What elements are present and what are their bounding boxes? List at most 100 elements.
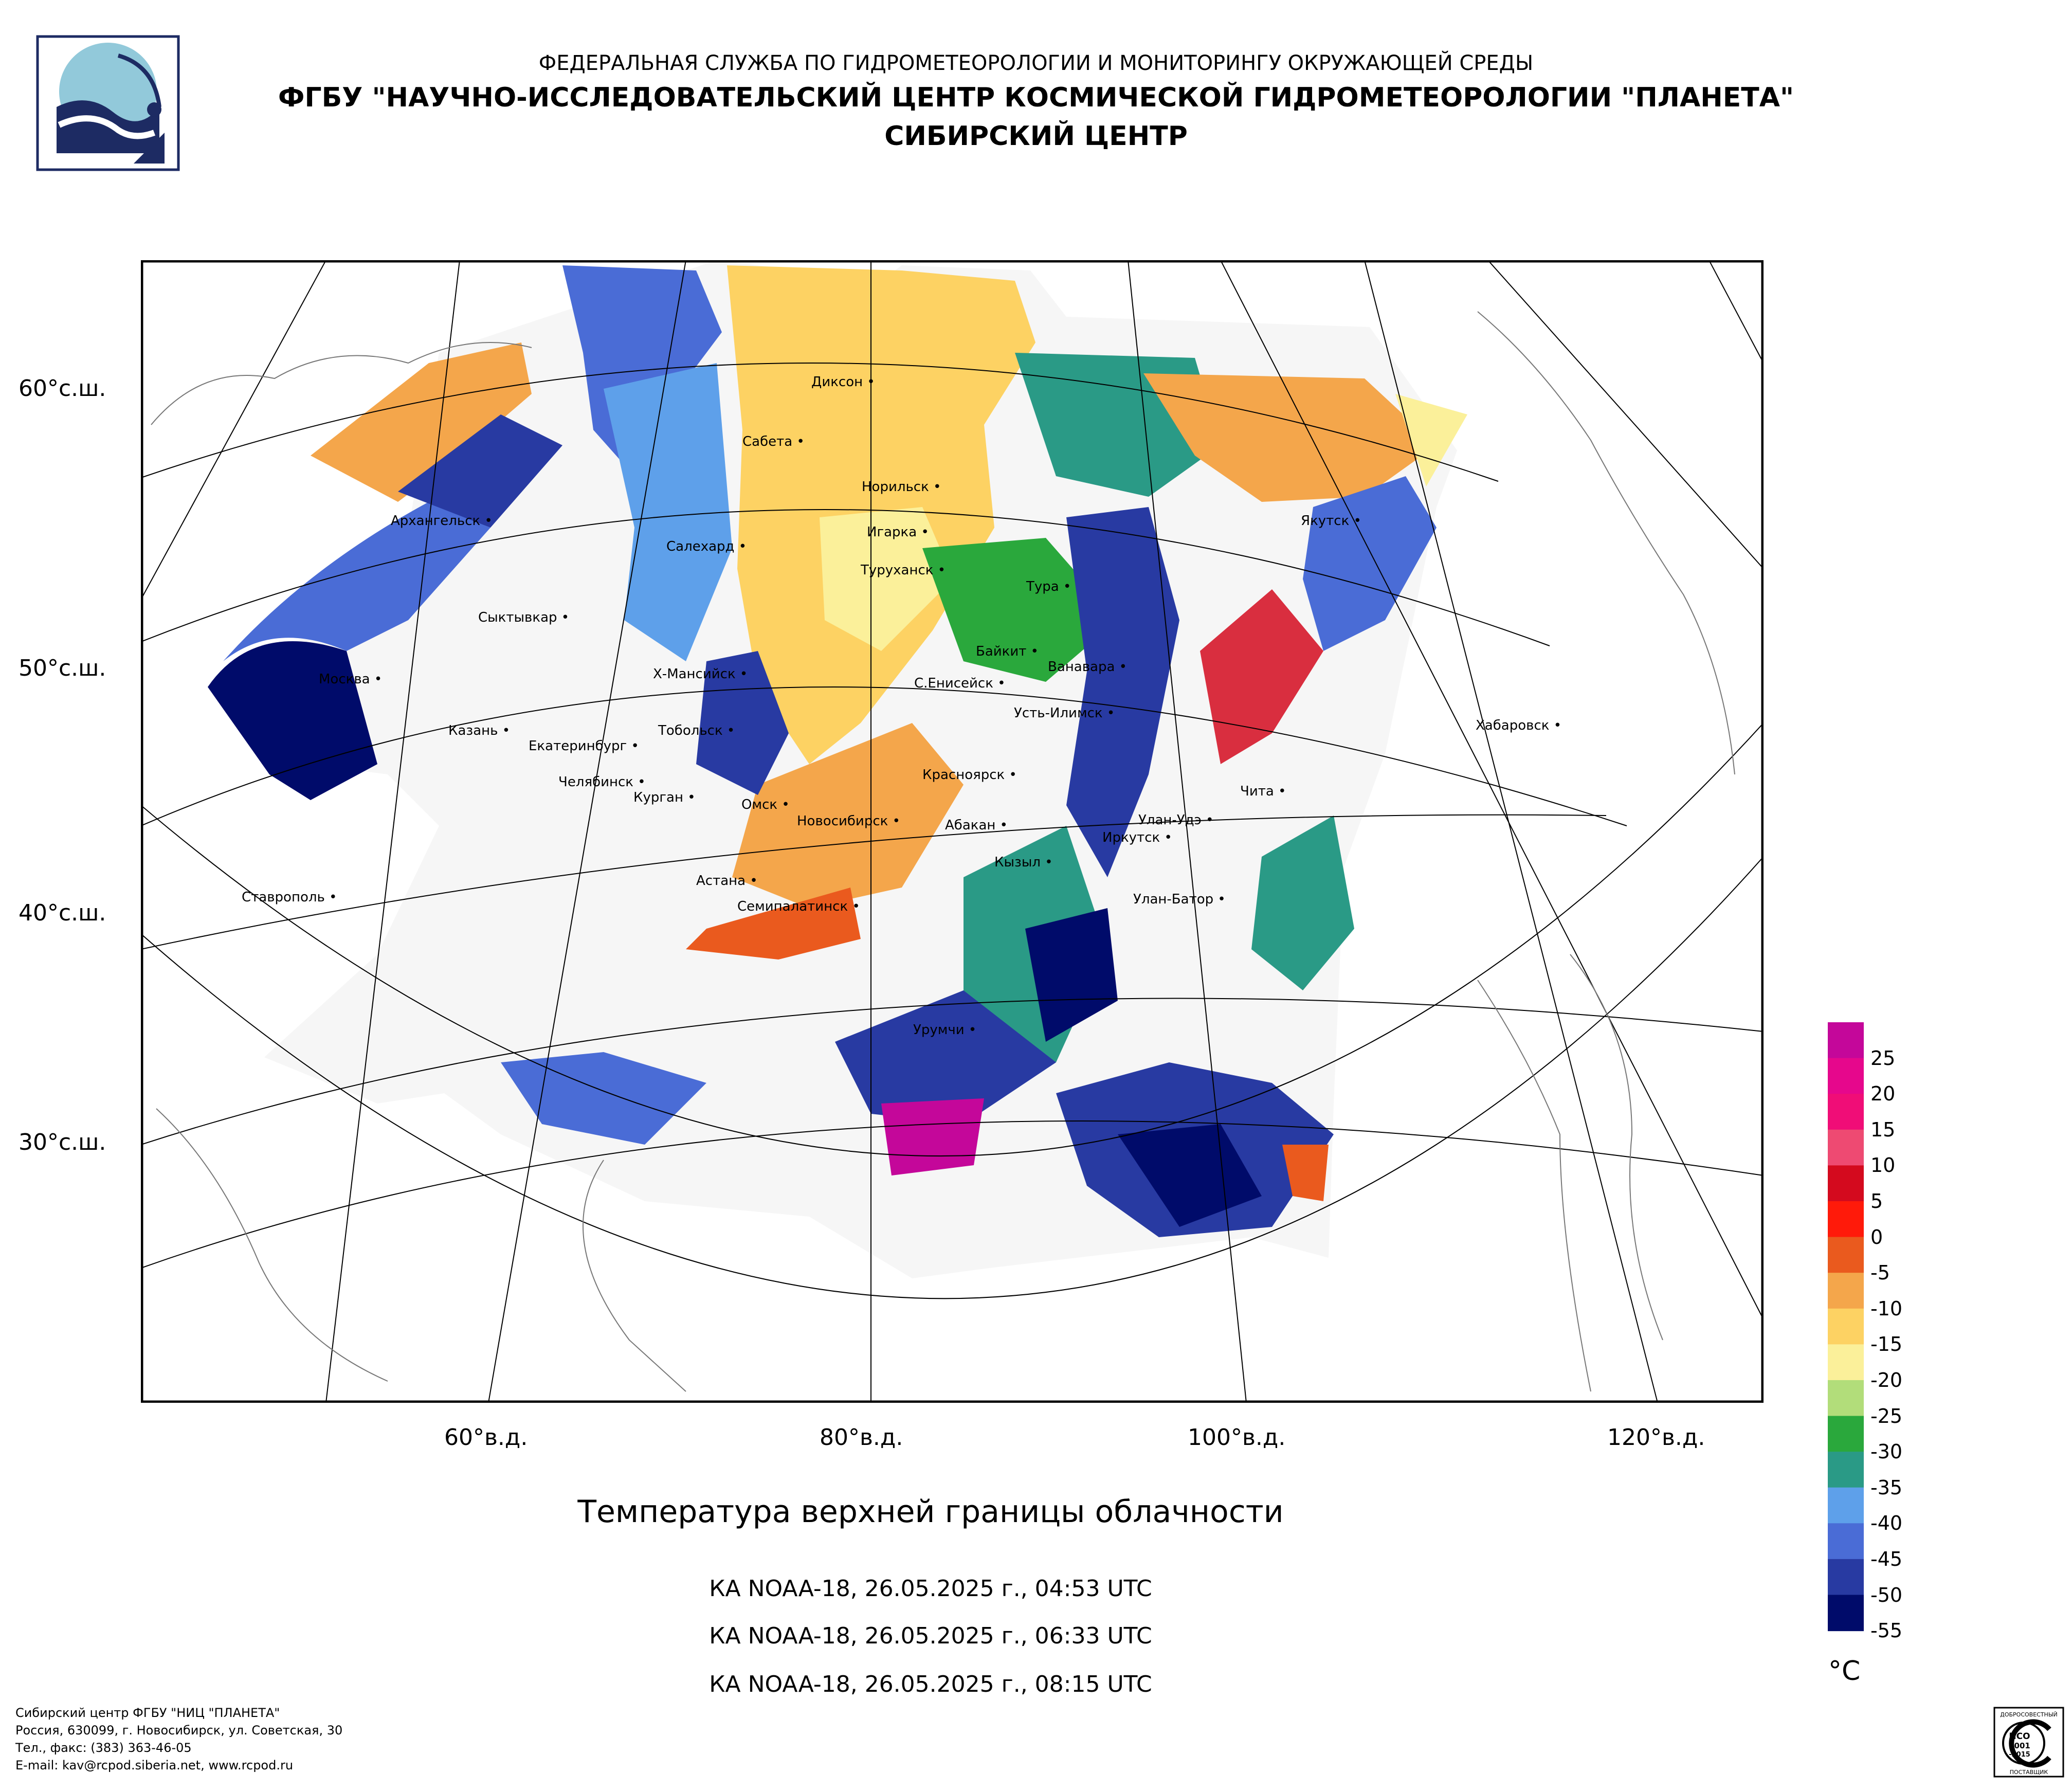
svg-text:ИСО: ИСО (2009, 1731, 2030, 1742)
colorbar-tick-label: 0 (1870, 1225, 1883, 1249)
header-institute: ФГБУ "НАУЧНО-ИССЛЕДОВАТЕЛЬСКИЙ ЦЕНТР КОС… (278, 82, 1794, 113)
city-syktyvkar: Сыктывкар • (478, 610, 570, 625)
colorbar-tick-label: -20 (1870, 1368, 1903, 1391)
footer-org: Сибирский центр ФГБУ "НИЦ "ПЛАНЕТА" (15, 1706, 280, 1720)
city-astana: Астана • (696, 873, 758, 889)
city-igarka: Игарка • (867, 524, 929, 540)
colorbar-swatch (1828, 1380, 1864, 1417)
city-yeniseysk: С.Енисейск • (914, 676, 1006, 691)
city-kazan: Казань • (448, 723, 511, 738)
svg-text:ДОБРОСОВЕСТНЫЙ: ДОБРОСОВЕСТНЫЙ (2000, 1711, 2058, 1718)
map-title: Температура верхней границы облачности (577, 1494, 1284, 1530)
colorbar-swatch (1828, 1201, 1864, 1238)
city-moscow: Москва • (319, 672, 383, 687)
city-vanavara: Ванавара • (1048, 659, 1128, 675)
city-omsk: Омск • (741, 797, 790, 812)
colorbar-swatch (1828, 1022, 1864, 1059)
colorbar-tick-label: -5 (1870, 1261, 1890, 1285)
lon-label-80: 80°в.д. (820, 1424, 903, 1451)
pass-3: КА NOAA-18, 26.05.2025 г., 08:15 UTC (709, 1671, 1152, 1697)
city-norilsk: Норильск • (862, 479, 941, 495)
svg-text:-2015: -2015 (2009, 1751, 2030, 1759)
city-yekaterinburg: Екатеринбург • (529, 738, 639, 754)
city-khmansiysk: Х-Мансийск • (653, 666, 748, 682)
city-kurgan: Курган • (633, 790, 696, 805)
city-dikson: Диксон • (811, 374, 875, 390)
colorbar-swatch (1828, 1452, 1864, 1488)
lon-label-60: 60°в.д. (444, 1424, 528, 1451)
lon-label-100: 100°в.д. (1188, 1424, 1286, 1451)
lon-label-120: 120°в.д. (1607, 1424, 1705, 1451)
city-ulan-ude: Улан-Удэ • (1138, 812, 1214, 828)
temperature-colorbar (1828, 1022, 1864, 1632)
colorbar-swatch (1828, 1129, 1864, 1166)
city-krasnoyarsk: Красноярск • (922, 767, 1017, 783)
city-semipalatinsk: Семипалатинск • (737, 899, 860, 914)
city-turukhansk: Туруханск • (861, 563, 946, 578)
colorbar-swatch (1828, 1344, 1864, 1381)
colorbar-tick-label: -50 (1870, 1583, 1903, 1606)
colorbar-swatch (1828, 1487, 1864, 1524)
coastlines (151, 311, 1735, 1392)
colorbar-tick-label: 15 (1870, 1118, 1896, 1141)
colorbar-swatch (1828, 1058, 1864, 1095)
lat-label-50: 50°с.ш. (19, 655, 106, 681)
colorbar-tick-label: -55 (1870, 1619, 1903, 1642)
colorbar-swatch (1828, 1416, 1864, 1453)
colorbar-tick-label: -45 (1870, 1547, 1903, 1570)
colorbar-tick-label: 25 (1870, 1046, 1896, 1070)
city-arkhangelsk: Архангельск • (391, 513, 493, 529)
svg-text:ПОСТАВЩИК: ПОСТАВЩИК (2010, 1769, 2048, 1776)
svg-text:9001: 9001 (2009, 1741, 2030, 1750)
colorbar-swatch (1828, 1237, 1864, 1274)
colorbar-swatch (1828, 1094, 1864, 1130)
city-chita: Чита • (1240, 784, 1286, 799)
colorbar-tick-label: -25 (1870, 1404, 1903, 1427)
city-novosibirsk: Новосибирск • (797, 813, 900, 829)
lat-label-30: 30°с.ш. (19, 1129, 106, 1155)
colorbar-unit: °C (1828, 1656, 1861, 1687)
colorbar-swatch (1828, 1165, 1864, 1202)
footer-email: E-mail: kav@rcpod.siberia.net, www.rcpod… (15, 1758, 294, 1772)
cloud-top-temperature-map (141, 260, 1764, 1403)
planeta-logo (36, 35, 180, 171)
city-yakutsk: Якутск • (1301, 513, 1361, 529)
colorbar-tick-label: 5 (1870, 1189, 1883, 1213)
header-center: СИБИРСКИЙ ЦЕНТР (884, 121, 1188, 152)
city-kyzyl: Кызыл • (994, 855, 1053, 870)
city-salekhard: Салехард • (666, 539, 747, 554)
colorbar-tick-label: -30 (1870, 1440, 1903, 1463)
pass-1: КА NOAA-18, 26.05.2025 г., 04:53 UTC (709, 1576, 1152, 1602)
colorbar-swatch (1828, 1523, 1864, 1560)
colorbar-swatch (1828, 1308, 1864, 1345)
city-irkutsk: Иркутск • (1102, 830, 1172, 845)
city-khabarovsk: Хабаровск • (1476, 718, 1562, 733)
colorbar-tick-label: 20 (1870, 1082, 1896, 1106)
city-ust-ilimsk: Усть-Илимск • (1014, 705, 1115, 721)
colorbar-swatch (1828, 1595, 1864, 1632)
colorbar-tick-label: -15 (1870, 1333, 1903, 1356)
colorbar-tick-label: -35 (1870, 1476, 1903, 1499)
lat-label-60: 60°с.ш. (19, 375, 106, 402)
colorbar-tick-label: 10 (1870, 1154, 1896, 1177)
pass-2: КА NOAA-18, 26.05.2025 г., 06:33 UTC (709, 1623, 1152, 1649)
footer-phone: Тел., факс: (383) 363-46-05 (15, 1741, 192, 1755)
city-baikit: Байкит • (976, 644, 1039, 659)
city-stavropol: Ставрополь • (242, 890, 337, 905)
city-tobolsk: Тобольск • (658, 723, 735, 738)
colorbar-tick-label: -40 (1870, 1512, 1903, 1535)
footer-contacts: Сибирский центр ФГБУ "НИЦ "ПЛАНЕТА" Росс… (15, 1704, 342, 1774)
city-sabeta: Сабета • (742, 434, 805, 449)
lat-label-40: 40°с.ш. (19, 900, 106, 926)
graticule (141, 260, 1764, 1403)
colorbar-swatch (1828, 1559, 1864, 1596)
city-tura: Тура • (1026, 579, 1071, 594)
iso-9001-badge: ДОБРОСОВЕСТНЫЙ ИСО 9001 -2015 ПОСТАВЩИК (1993, 1707, 2064, 1778)
footer-address: Россия, 630099, г. Новосибирск, ул. Сове… (15, 1723, 343, 1738)
city-abakan: Абакан • (945, 818, 1008, 833)
colorbar-swatch (1828, 1273, 1864, 1309)
city-ulaanbaatar: Улан-Батор • (1133, 892, 1226, 907)
city-urumqi: Урумчи • (913, 1022, 977, 1038)
colorbar-tick-label: -10 (1870, 1297, 1903, 1320)
